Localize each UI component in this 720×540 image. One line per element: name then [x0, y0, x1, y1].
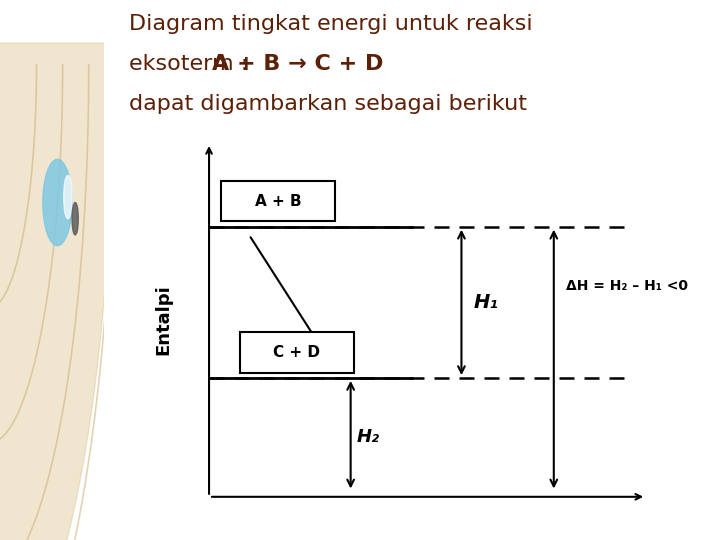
Text: C + D: C + D: [274, 345, 320, 360]
Text: Entalpi: Entalpi: [154, 285, 172, 355]
FancyBboxPatch shape: [240, 332, 354, 373]
Text: A + B: A + B: [255, 194, 302, 208]
Text: A + B → C + D: A + B → C + D: [212, 54, 384, 74]
Text: dapat digambarkan sebagai berikut: dapat digambarkan sebagai berikut: [129, 94, 527, 114]
Text: H₂: H₂: [357, 428, 379, 447]
Circle shape: [72, 202, 78, 235]
Ellipse shape: [42, 159, 72, 246]
Circle shape: [63, 176, 72, 219]
Text: ΔH = H₂ – H₁ <0: ΔH = H₂ – H₁ <0: [566, 279, 688, 293]
Text: Diagram tingkat energi untuk reaksi: Diagram tingkat energi untuk reaksi: [129, 14, 533, 33]
Text: H₁: H₁: [474, 293, 499, 312]
Text: eksoterm :: eksoterm :: [129, 54, 256, 74]
Polygon shape: [0, 43, 114, 540]
FancyBboxPatch shape: [221, 181, 336, 221]
